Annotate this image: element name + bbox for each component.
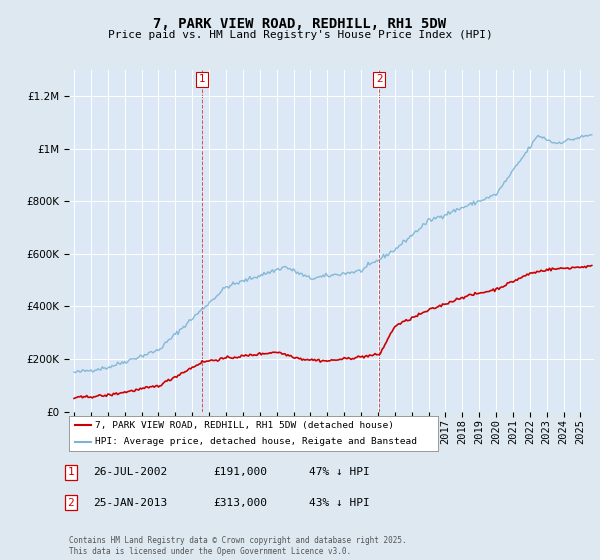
Text: Price paid vs. HM Land Registry's House Price Index (HPI): Price paid vs. HM Land Registry's House … (107, 30, 493, 40)
Text: 25-JAN-2013: 25-JAN-2013 (93, 498, 167, 508)
Text: HPI: Average price, detached house, Reigate and Banstead: HPI: Average price, detached house, Reig… (95, 437, 417, 446)
Text: 47% ↓ HPI: 47% ↓ HPI (309, 467, 370, 477)
Text: 26-JUL-2002: 26-JUL-2002 (93, 467, 167, 477)
Text: 1: 1 (199, 74, 205, 84)
Text: 7, PARK VIEW ROAD, REDHILL, RH1 5DW: 7, PARK VIEW ROAD, REDHILL, RH1 5DW (154, 17, 446, 31)
Text: 2: 2 (67, 498, 74, 508)
Text: 7, PARK VIEW ROAD, REDHILL, RH1 5DW (detached house): 7, PARK VIEW ROAD, REDHILL, RH1 5DW (det… (95, 421, 394, 430)
Text: 1: 1 (67, 467, 74, 477)
Text: 2: 2 (376, 74, 382, 84)
Text: Contains HM Land Registry data © Crown copyright and database right 2025.
This d: Contains HM Land Registry data © Crown c… (69, 536, 407, 556)
Text: £191,000: £191,000 (213, 467, 267, 477)
Text: 43% ↓ HPI: 43% ↓ HPI (309, 498, 370, 508)
Text: £313,000: £313,000 (213, 498, 267, 508)
